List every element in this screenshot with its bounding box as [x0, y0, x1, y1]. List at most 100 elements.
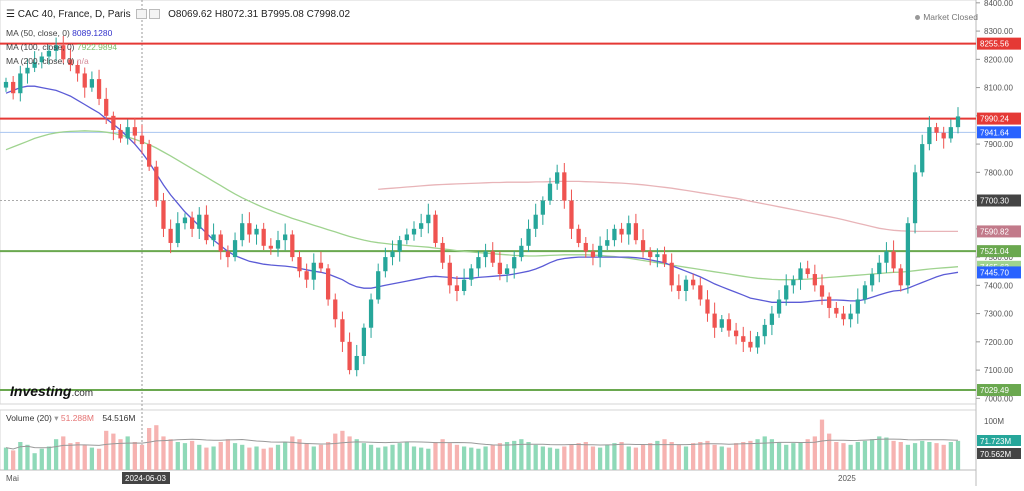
- candle-body: [504, 268, 510, 275]
- volume-bar: [884, 437, 889, 470]
- volume-bar: [662, 439, 667, 470]
- volume-bar: [569, 444, 574, 470]
- candle-body: [597, 245, 603, 258]
- candle-body: [325, 268, 331, 300]
- ma100-legend[interactable]: MA (100, close, 0) 7922.9894: [6, 42, 117, 52]
- candle-body: [411, 228, 417, 235]
- candle-body: [3, 81, 9, 88]
- volume-bar: [648, 443, 653, 470]
- close-value: 7998.02: [313, 9, 351, 20]
- volume-bar: [426, 448, 431, 470]
- candle-body: [648, 251, 653, 258]
- price-panel-border: [0, 0, 977, 405]
- candle-body: [805, 268, 810, 275]
- candle-body: [354, 355, 359, 371]
- candle-body: [333, 299, 338, 320]
- volume-bar: [819, 419, 825, 470]
- y-tick-label: 7500.00: [984, 253, 1013, 262]
- candle-body: [118, 129, 123, 139]
- volume-bar: [261, 448, 266, 470]
- ma200-value: n/a: [76, 56, 89, 66]
- volume-bar: [955, 440, 961, 470]
- volume-legend[interactable]: Volume (20) ▾ 51.288M 54.516M: [6, 413, 135, 424]
- volume-bar: [726, 447, 732, 470]
- volume-bar: [61, 436, 66, 470]
- volume-bar: [182, 443, 188, 470]
- candle-body: [139, 135, 145, 145]
- volume-bar: [96, 448, 102, 470]
- candle-body: [662, 254, 667, 263]
- volume-bar: [633, 447, 639, 470]
- candle-body: [941, 132, 946, 139]
- candle-body: [927, 127, 932, 145]
- candle-body: [283, 234, 288, 241]
- close-icon[interactable]: [149, 9, 161, 20]
- candle-body: [827, 296, 832, 308]
- volume-bar: [655, 440, 660, 470]
- volume-bar: [46, 446, 52, 470]
- volume-bar: [147, 428, 152, 470]
- candle-body: [755, 336, 760, 348]
- volume-bar: [741, 442, 746, 470]
- volume-bar: [719, 446, 724, 470]
- y-tick-label: 7200.00: [984, 338, 1013, 347]
- x-tick-label: Mai: [6, 474, 19, 483]
- volume-bar: [111, 433, 116, 470]
- candle-body: [89, 79, 95, 88]
- candle-body: [11, 81, 16, 94]
- volume-bar: [562, 446, 567, 470]
- menu-icon[interactable]: ☰: [6, 9, 15, 20]
- volume-bar: [254, 446, 259, 470]
- volume-bar: [397, 443, 402, 470]
- ma200-legend[interactable]: MA (200, close, 0) n/a: [6, 56, 89, 66]
- volume-bar: [912, 443, 918, 470]
- candle-body: [304, 271, 309, 280]
- candle-body: [619, 228, 624, 235]
- candle-body: [290, 234, 295, 258]
- candle-body: [869, 274, 875, 286]
- candle-body: [419, 223, 424, 229]
- volume-bar: [934, 443, 939, 470]
- candle-body: [712, 313, 717, 328]
- candle-body: [96, 79, 102, 99]
- volume-bar: [469, 447, 474, 470]
- candle-body: [605, 240, 610, 246]
- status-dot-icon: [915, 15, 921, 21]
- candle-body: [397, 240, 402, 252]
- volume-bar: [340, 430, 345, 470]
- candle-body: [75, 64, 80, 74]
- volume-bar: [827, 433, 832, 470]
- close-label: C: [306, 9, 314, 20]
- candle-body: [576, 228, 581, 243]
- logo-suffix: .com: [71, 388, 94, 399]
- volume-bar: [948, 442, 953, 470]
- volume-bar: [791, 443, 796, 470]
- volume-bar: [755, 439, 760, 470]
- candle-body: [18, 73, 23, 94]
- candle-body: [189, 217, 195, 229]
- candle-body: [841, 313, 846, 320]
- candle-body: [691, 279, 696, 286]
- volume-bar: [877, 436, 882, 470]
- volume-bar: [834, 442, 839, 470]
- price-badge-text: 7029.49: [980, 386, 1009, 395]
- settings-icon[interactable]: [136, 9, 148, 20]
- candle-body: [68, 59, 73, 65]
- volume-bar: [404, 442, 409, 470]
- candle-body: [168, 228, 173, 243]
- volume-bar: [304, 443, 309, 470]
- ma200-line: [378, 180, 958, 233]
- volume-bar: [583, 442, 588, 470]
- candle-body: [32, 62, 37, 68]
- volume-bar: [161, 436, 166, 470]
- candle-body: [368, 299, 374, 328]
- volume-bar: [519, 439, 524, 470]
- volume-price-badge: [977, 435, 1021, 446]
- volume-dropdown-icon[interactable]: ▾: [54, 413, 59, 423]
- candle-body: [920, 144, 925, 173]
- volume-bar: [476, 448, 481, 470]
- ma50-legend[interactable]: MA (50, close, 0) 8089.1280: [6, 28, 112, 38]
- volume-bar: [905, 444, 911, 470]
